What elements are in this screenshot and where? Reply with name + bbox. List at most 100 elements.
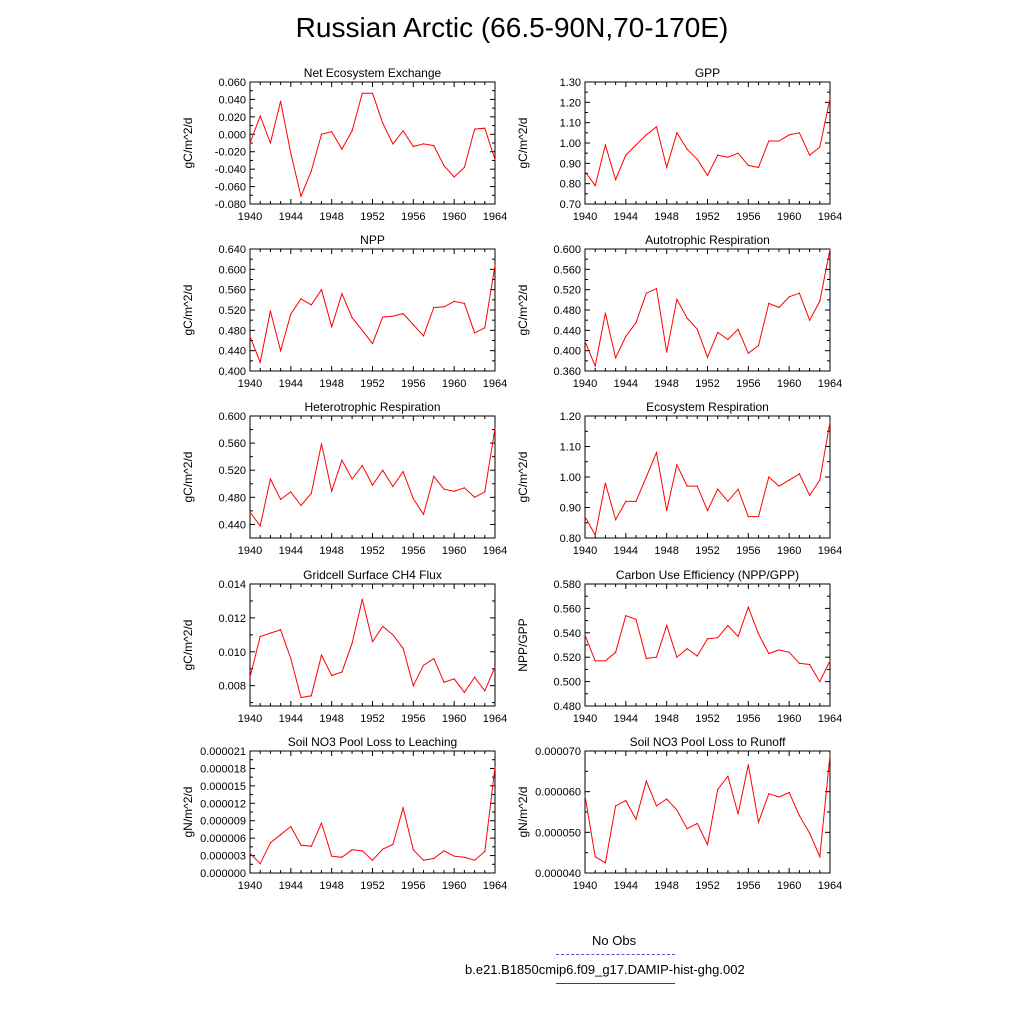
data-point <box>290 825 292 828</box>
y-tick-label: 0.540 <box>553 628 581 640</box>
data-point <box>341 856 343 858</box>
data-point <box>788 479 790 481</box>
data-point <box>453 490 455 492</box>
panel-gpp: GPP gC/m^2/d 1940 1944 1948 1952 1956 1960 1964 0… <box>516 66 842 223</box>
x-tick-label: 1944 <box>614 211 638 223</box>
data-point <box>463 302 465 304</box>
data-point <box>392 143 394 145</box>
data-point <box>635 818 637 820</box>
data-point <box>371 92 374 94</box>
x-tick-label: 1964 <box>483 378 507 390</box>
x-tick-label: 1960 <box>442 545 466 557</box>
data-point <box>594 660 596 662</box>
data-point <box>402 807 404 809</box>
data-point <box>747 764 749 766</box>
data-point <box>473 859 476 861</box>
y-tick-label: 0.600 <box>218 411 246 423</box>
y-tick-label: 0.520 <box>553 285 581 297</box>
data-point <box>819 856 821 858</box>
x-tick-label: 1952 <box>360 713 384 725</box>
data-point <box>331 674 333 677</box>
y-tick-label: 0.000009 <box>200 816 246 828</box>
data-point <box>473 496 476 498</box>
data-point <box>604 660 607 662</box>
data-point <box>666 351 668 353</box>
data-point <box>249 511 251 513</box>
x-tick-label: 1956 <box>401 713 425 725</box>
y-axis-label: gC/m^2/d <box>516 118 530 169</box>
data-point <box>463 166 465 168</box>
data-point <box>422 513 425 515</box>
data-point <box>351 130 353 132</box>
y-tick-label: 0.400 <box>218 366 246 378</box>
x-tick-label: 1956 <box>401 545 425 557</box>
data-point <box>494 427 496 429</box>
plot-frame <box>584 81 831 205</box>
series-line-soil-no3-pool-loss-to-runoff <box>584 755 831 864</box>
y-tick-label: -0.060 <box>215 182 246 194</box>
data-point <box>717 789 719 791</box>
y-tick-label: 0.060 <box>218 77 246 89</box>
data-point <box>778 796 780 798</box>
series-line-net-ecosystem-exchange <box>249 92 496 198</box>
data-point <box>361 329 363 331</box>
data-point <box>808 832 811 834</box>
data-point <box>666 624 668 627</box>
data-point <box>798 662 800 664</box>
series-line-ecosystem-respiration <box>584 422 831 537</box>
x-tick-label: 1944 <box>279 211 303 223</box>
data-point <box>331 131 333 133</box>
x-tick-label: 1940 <box>238 545 262 557</box>
data-point <box>584 170 586 173</box>
data-point <box>686 648 688 650</box>
panel-title: Autotrophic Respiration <box>645 233 770 247</box>
x-tick-label: 1960 <box>777 378 801 390</box>
y-tick-label: 0.80 <box>560 179 581 191</box>
data-point <box>259 525 261 527</box>
y-tick-label: 0.70 <box>560 199 581 211</box>
data-point <box>676 809 678 811</box>
x-tick-label: 1964 <box>483 545 507 557</box>
data-point <box>443 850 445 852</box>
data-point <box>655 805 658 807</box>
x-tick-label: 1944 <box>279 378 303 390</box>
x-tick-label: 1956 <box>736 378 760 390</box>
data-point <box>808 494 811 496</box>
data-point <box>371 342 374 345</box>
data-point <box>412 324 414 326</box>
data-point <box>494 264 496 266</box>
data-point <box>422 664 425 666</box>
data-point <box>473 332 476 334</box>
x-tick-label: 1952 <box>695 880 719 892</box>
data-point <box>584 516 586 518</box>
y-tick-label: 1.20 <box>560 411 581 423</box>
data-point <box>757 166 760 168</box>
data-point <box>331 855 333 857</box>
data-point <box>361 850 363 852</box>
x-tick-label: 1948 <box>654 880 678 892</box>
y-tick-label: 0.520 <box>553 652 581 664</box>
y-tick-label: 0.008 <box>218 681 246 693</box>
x-tick-label: 1956 <box>736 545 760 557</box>
data-point <box>412 685 414 687</box>
x-tick-label: 1940 <box>573 880 597 892</box>
y-tick-label: 0.012 <box>218 613 246 625</box>
data-point <box>290 313 292 315</box>
y-tick-label: 0.020 <box>218 112 246 124</box>
data-point <box>727 338 729 341</box>
y-tick-label: 0.80 <box>560 533 581 545</box>
panel-autotrophic-respiration: Autotrophic Respiration gC/m^2/d 1940 1944 1… <box>516 233 842 390</box>
x-tick-label: 1948 <box>319 880 343 892</box>
data-point <box>351 317 353 319</box>
data-point <box>300 504 302 507</box>
data-point <box>371 641 374 643</box>
data-point <box>747 352 749 354</box>
data-point <box>676 656 678 658</box>
x-tick-label: 1944 <box>614 713 638 725</box>
x-tick-label: 1944 <box>614 880 638 892</box>
data-point <box>351 642 353 644</box>
data-point <box>829 421 831 423</box>
panel-title: Soil NO3 Pool Loss to Leaching <box>288 735 457 749</box>
y-tick-label: 0.560 <box>218 285 246 297</box>
panel-heterotrophic-respiration: Heterotrophic Respiration gC/m^2/d 1940 194… <box>181 400 507 557</box>
